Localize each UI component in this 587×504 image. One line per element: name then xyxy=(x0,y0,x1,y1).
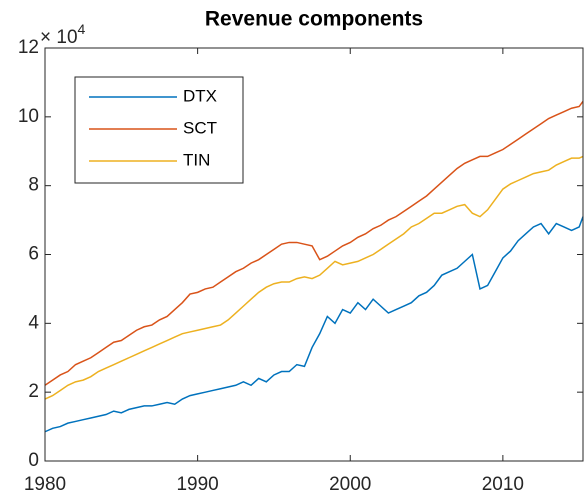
x-tick-label: 2000 xyxy=(329,474,371,495)
y-tick-label: 12 xyxy=(18,37,39,58)
y-multiplier-base: × 10 xyxy=(40,27,78,48)
y-multiplier: × 104 xyxy=(40,21,86,48)
legend: DTX SCT TIN xyxy=(74,76,244,184)
x-tick-label: 1990 xyxy=(176,474,218,495)
y-tick-label: 6 xyxy=(28,244,39,265)
legend-label: SCT xyxy=(183,118,217,137)
axes-box xyxy=(44,47,584,462)
y-tick-label: 2 xyxy=(28,381,39,402)
series-line xyxy=(44,155,584,400)
y-tick-label: 4 xyxy=(28,312,39,333)
legend-label: DTX xyxy=(183,86,217,105)
chart-title: Revenue components xyxy=(205,8,423,31)
y-tick-label: 10 xyxy=(18,106,39,127)
x-tick-label: 1980 xyxy=(24,474,66,495)
y-tick-label: 0 xyxy=(28,450,39,471)
legend-box xyxy=(74,76,244,184)
x-tick-label: 2010 xyxy=(482,474,524,495)
y-multiplier-exponent: 4 xyxy=(78,21,86,37)
legend-label: TIN xyxy=(183,150,210,169)
series-line xyxy=(44,100,584,386)
y-tick-label: 8 xyxy=(28,175,39,196)
series-line xyxy=(44,216,584,433)
